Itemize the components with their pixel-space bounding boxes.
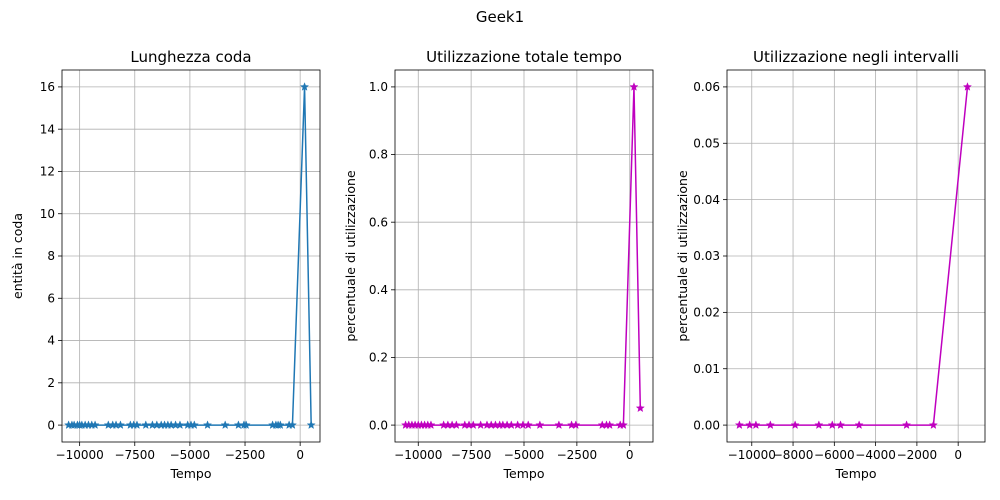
y-tick-label: 0.4 <box>369 283 388 297</box>
y-tick-label: 0.04 <box>693 193 720 207</box>
subplot-title: Utilizzazione negli intervalli <box>753 48 959 66</box>
subplot-title: Utilizzazione totale tempo <box>426 48 622 66</box>
y-tick-label: 0.06 <box>693 80 720 94</box>
data-point <box>132 420 142 429</box>
y-axis-label: percentuale di utilizzazione <box>343 170 358 342</box>
data-point <box>618 420 628 429</box>
x-tick-label: −6000 <box>814 448 855 462</box>
data-point <box>300 82 310 91</box>
data-point <box>790 420 800 429</box>
data-point <box>814 420 824 429</box>
y-tick-label: 6 <box>47 291 55 305</box>
y-tick-label: 1.0 <box>369 80 388 94</box>
data-point <box>141 420 151 429</box>
data-point <box>827 420 837 429</box>
data-point <box>554 420 564 429</box>
data-point <box>854 420 864 429</box>
data-point <box>635 403 645 413</box>
data-point <box>751 420 761 429</box>
x-tick-label: −8000 <box>773 448 814 462</box>
data-point <box>426 420 436 429</box>
y-tick-label: 0.05 <box>693 136 720 150</box>
y-tick-label: 14 <box>40 122 55 136</box>
axes-frame <box>394 69 654 443</box>
y-tick-label: 0.03 <box>693 249 720 263</box>
x-tick-label: −2000 <box>897 448 938 462</box>
y-tick-label: 10 <box>40 207 55 221</box>
x-tick-label: 0 <box>626 448 634 462</box>
subplot-2: −10000 −7500 −5000 −2500 0 0.0 0.2 0.4 0.6 0.8 1.0… <box>343 48 654 481</box>
subplot-3: −10000−8000 −6000 −4000 −2000 0 0.00 0.01 0.02 0… <box>675 48 986 481</box>
y-tick-label: 12 <box>40 165 55 179</box>
x-axis-label: Tempo <box>503 466 545 481</box>
data-point <box>115 420 125 429</box>
data-point <box>765 420 775 429</box>
data-point <box>203 420 213 429</box>
x-tick-label: −5000 <box>170 448 211 462</box>
x-tick-label: 0 <box>296 448 304 462</box>
data-point <box>734 420 744 429</box>
y-tick-label: 8 <box>47 249 55 263</box>
y-tick-label: 0.0 <box>369 418 388 432</box>
data-point <box>189 420 199 429</box>
data-point <box>175 420 185 429</box>
data-point <box>451 420 461 429</box>
y-tick-label: 0.02 <box>693 306 720 320</box>
x-tick-label: −2500 <box>557 448 598 462</box>
y-tick-label: 16 <box>40 80 55 94</box>
data-point <box>928 420 938 429</box>
subplot-title: Lunghezza coda <box>130 48 251 66</box>
y-tick-label: 0.6 <box>369 215 388 229</box>
data-point <box>962 82 972 91</box>
data-point <box>523 420 533 429</box>
y-tick-label: 0.2 <box>369 351 388 365</box>
y-tick-label: 0.00 <box>693 418 720 432</box>
figure-title: Geek1 <box>475 8 525 26</box>
data-point <box>902 420 912 429</box>
data-point <box>836 420 846 429</box>
x-tick-label: −10000 <box>394 448 442 462</box>
data-point <box>535 420 545 429</box>
y-tick-label: 0 <box>47 418 55 432</box>
data-point <box>605 420 615 429</box>
x-tick-label: −7500 <box>114 448 155 462</box>
data-point <box>571 420 581 429</box>
y-tick-label: 4 <box>47 334 55 348</box>
axes-frame <box>61 69 321 443</box>
y-tick-label: 0.8 <box>369 148 388 162</box>
data-point <box>220 420 230 429</box>
x-axis-label: Tempo <box>170 466 212 481</box>
x-tick-label: −7500 <box>451 448 492 462</box>
x-tick-label: −2500 <box>225 448 266 462</box>
data-point <box>90 420 100 429</box>
data-point <box>468 420 478 429</box>
subplot-1: −10000 −7500 −5000 −2500 0 0 2 4 6 8 10 12 14 16 Lungh… <box>10 48 321 481</box>
x-axis-label: Tempo <box>835 466 877 481</box>
data-point <box>476 420 486 429</box>
x-tick-label: −5000 <box>504 448 545 462</box>
x-tick-label: −4000 <box>855 448 896 462</box>
y-axis-label: entità in coda <box>10 213 25 299</box>
data-point <box>745 420 755 429</box>
y-tick-label: 2 <box>47 376 55 390</box>
x-tick-label: 0 <box>954 448 962 462</box>
series-line <box>405 86 642 426</box>
y-axis-label: percentuale di utilizzazione <box>675 170 690 342</box>
data-point <box>241 420 251 429</box>
data-point <box>629 82 639 91</box>
data-point <box>275 420 285 429</box>
x-tick-label: −10000 <box>728 448 776 462</box>
y-tick-label: 0.01 <box>693 362 720 376</box>
x-tick-label: −10000 <box>56 448 104 462</box>
data-point <box>306 420 316 429</box>
data-point <box>287 420 297 429</box>
axes-frame <box>726 69 986 443</box>
